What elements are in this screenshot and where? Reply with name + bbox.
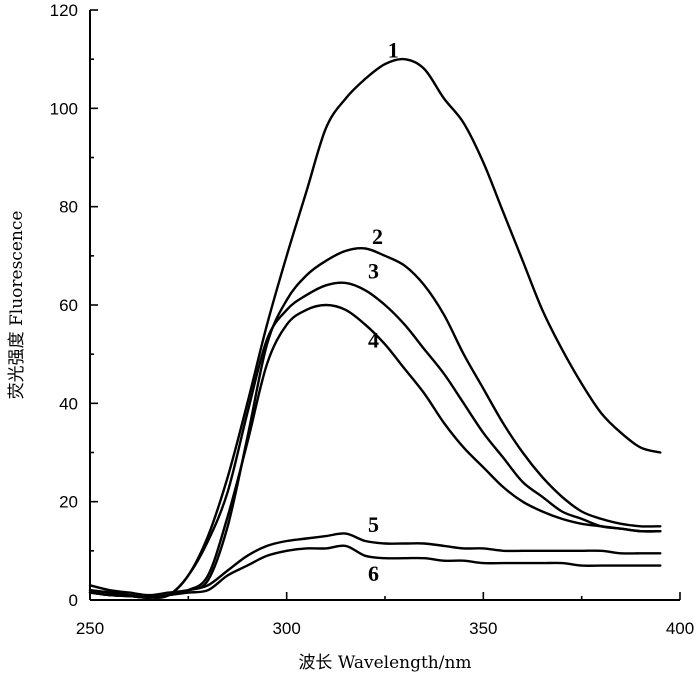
x-tick-label: 250 [76, 619, 104, 638]
series-labels: 1 2 3 4 5 6 [368, 37, 399, 586]
y-tick-label: 20 [59, 493, 78, 512]
x-ticks: 250 300 350 400 [76, 592, 694, 638]
series-line-6 [88, 544, 662, 599]
y-tick-label: 80 [59, 198, 78, 217]
y-ticks: 0 20 40 60 80 100 120 [50, 1, 98, 610]
series-label-6: 6 [368, 561, 379, 586]
series-label-4: 4 [368, 327, 379, 352]
x-tick-label: 400 [666, 619, 694, 638]
series-line-2 [88, 247, 662, 599]
series-line-5 [88, 532, 662, 597]
series-label-1: 1 [388, 37, 399, 62]
x-tick-label: 350 [469, 619, 497, 638]
y-tick-label: 40 [59, 394, 78, 413]
series-label-3: 3 [368, 259, 379, 284]
series-label-2: 2 [372, 224, 383, 249]
series-label-5: 5 [368, 512, 379, 537]
x-axis-title: 波长 Wavelength/nm [298, 653, 471, 673]
series-lines [88, 57, 662, 599]
y-tick-label: 100 [50, 99, 78, 118]
y-tick-label: 0 [69, 591, 78, 610]
x-tick-label: 300 [272, 619, 300, 638]
series-line-3 [88, 281, 662, 599]
y-tick-label: 120 [50, 1, 78, 20]
y-axis-title: 荧光强度 Fluorescence [7, 211, 27, 400]
y-tick-label: 60 [59, 296, 78, 315]
